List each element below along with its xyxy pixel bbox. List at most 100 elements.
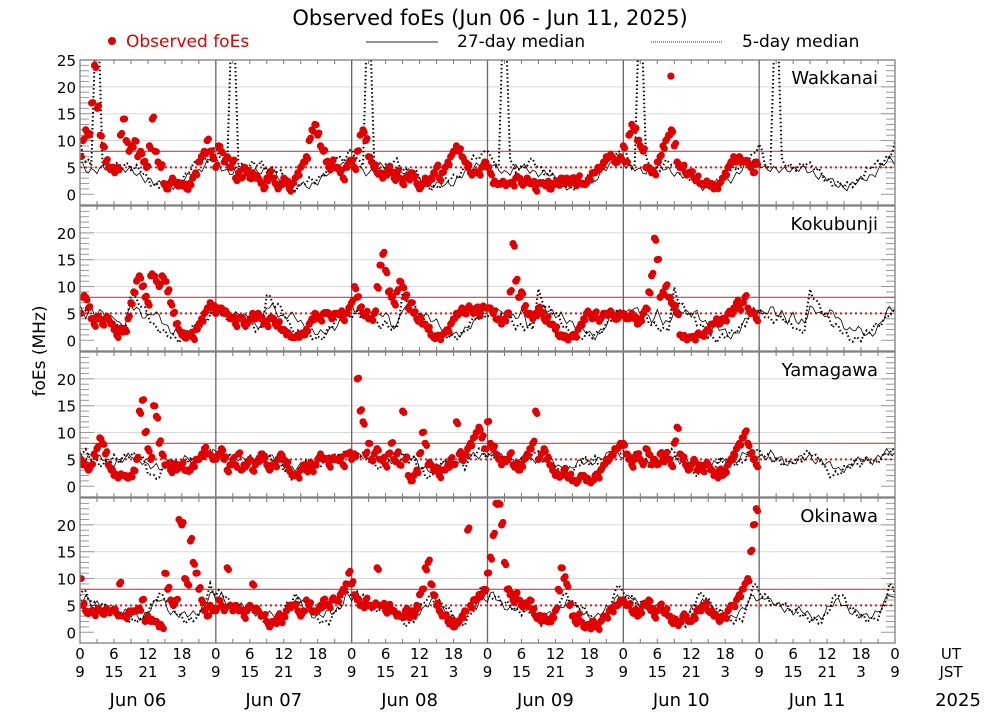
- x-tick-label-ut: 6: [109, 645, 119, 663]
- y-tick-label: 5: [66, 451, 76, 469]
- observed-point: [672, 437, 680, 444]
- x-tick-label-ut: 12: [410, 645, 429, 663]
- observed-point: [349, 578, 357, 585]
- observed-point: [477, 172, 484, 179]
- observed-point: [358, 303, 365, 311]
- observed-point: [225, 566, 233, 574]
- observed-point: [100, 321, 108, 329]
- x-tick-label-ut: 12: [546, 645, 565, 663]
- observed-point: [561, 464, 569, 472]
- observed-point: [621, 441, 629, 449]
- observed-point: [694, 172, 702, 180]
- observed-point: [468, 442, 476, 450]
- y-axis-label: foEs (MHz): [30, 305, 50, 396]
- observed-point: [194, 569, 201, 577]
- observed-point: [513, 589, 521, 596]
- observed-point: [148, 453, 156, 461]
- observed-point: [174, 319, 182, 327]
- observed-point: [346, 567, 354, 575]
- legend: Observed foEs 27-day median 5-day median: [108, 32, 859, 52]
- observed-point: [261, 454, 269, 461]
- observed-point: [250, 468, 258, 475]
- observed-point: [743, 292, 750, 299]
- observed-point: [153, 148, 160, 156]
- observed-point: [661, 145, 668, 153]
- observed-point: [403, 291, 411, 298]
- x-tick-label-ut: 18: [580, 645, 599, 663]
- observed-point: [80, 153, 85, 161]
- observed-point: [92, 64, 100, 72]
- observed-point: [344, 310, 351, 317]
- observed-point: [208, 147, 215, 155]
- observed-point: [187, 181, 195, 189]
- observed-point: [128, 300, 136, 308]
- observed-point: [675, 425, 682, 432]
- panel-frame: [79, 59, 896, 206]
- observed-point: [700, 468, 708, 476]
- observed-point: [624, 158, 631, 166]
- x-tick-label-jst: 9: [75, 663, 85, 681]
- observed-point: [417, 313, 425, 321]
- x-tick-label-ut: 0: [483, 645, 493, 663]
- observed-point: [414, 469, 422, 477]
- observed-point: [420, 428, 428, 436]
- x-tick-label-ut: 18: [716, 645, 735, 663]
- x-tick-label-jst: 3: [720, 663, 730, 681]
- panel-frame: [79, 351, 896, 498]
- observed-point: [409, 299, 416, 306]
- observed-point: [188, 534, 196, 542]
- observed-point: [519, 290, 527, 298]
- observed-point: [629, 464, 637, 471]
- observed-point: [115, 166, 123, 174]
- observed-point: [485, 418, 493, 425]
- x-tick-label-jst: 15: [240, 663, 259, 681]
- x-tick-label-jst: 9: [211, 663, 221, 681]
- observed-point: [86, 303, 94, 310]
- observed-point: [502, 317, 510, 325]
- observed-point: [658, 600, 665, 608]
- observed-point: [194, 326, 201, 333]
- observed-point: [222, 453, 230, 461]
- observed-point: [312, 121, 320, 129]
- observed-point: [185, 582, 193, 589]
- observed-point: [397, 462, 405, 469]
- observed-point: [411, 308, 419, 315]
- x-tick-label-ut: 12: [682, 645, 701, 663]
- observed-point: [644, 305, 651, 313]
- day-label: Jun 09: [516, 690, 574, 711]
- observed-point: [191, 336, 199, 344]
- x-tick-label-jst: 15: [376, 663, 395, 681]
- observed-point: [375, 447, 382, 454]
- observed-point: [154, 414, 162, 422]
- station-label: Yamagawa: [781, 360, 878, 381]
- observed-point: [751, 455, 759, 463]
- x-tick-label-jst: 9: [754, 663, 764, 681]
- observed-point: [193, 171, 201, 179]
- observed-point: [689, 168, 696, 175]
- observed-point: [134, 453, 142, 461]
- observed-point: [80, 310, 85, 317]
- observed-point: [751, 521, 759, 528]
- x-tick-label-jst: 21: [682, 663, 701, 681]
- x-tick-label-jst: 3: [449, 663, 459, 681]
- observed-point: [89, 460, 97, 468]
- observed-point: [723, 171, 730, 179]
- observed-point: [669, 463, 677, 471]
- observed-point: [706, 327, 713, 335]
- observed-point: [137, 274, 145, 282]
- observed-point: [400, 181, 408, 189]
- observed-point: [83, 296, 91, 304]
- y-tick-label: 10: [57, 133, 76, 151]
- observed-point: [92, 453, 99, 460]
- observed-point: [270, 315, 278, 322]
- observed-point: [445, 328, 453, 336]
- observed-point: [160, 452, 167, 460]
- observed-point: [527, 597, 535, 604]
- observed-point: [460, 457, 467, 465]
- legend-observed-label: Observed foEs: [126, 32, 249, 52]
- x-tick-label-ut: 0: [890, 645, 900, 663]
- observed-point: [335, 598, 343, 605]
- observed-point: [420, 585, 428, 593]
- observed-point: [92, 323, 99, 330]
- observed-point: [131, 467, 139, 475]
